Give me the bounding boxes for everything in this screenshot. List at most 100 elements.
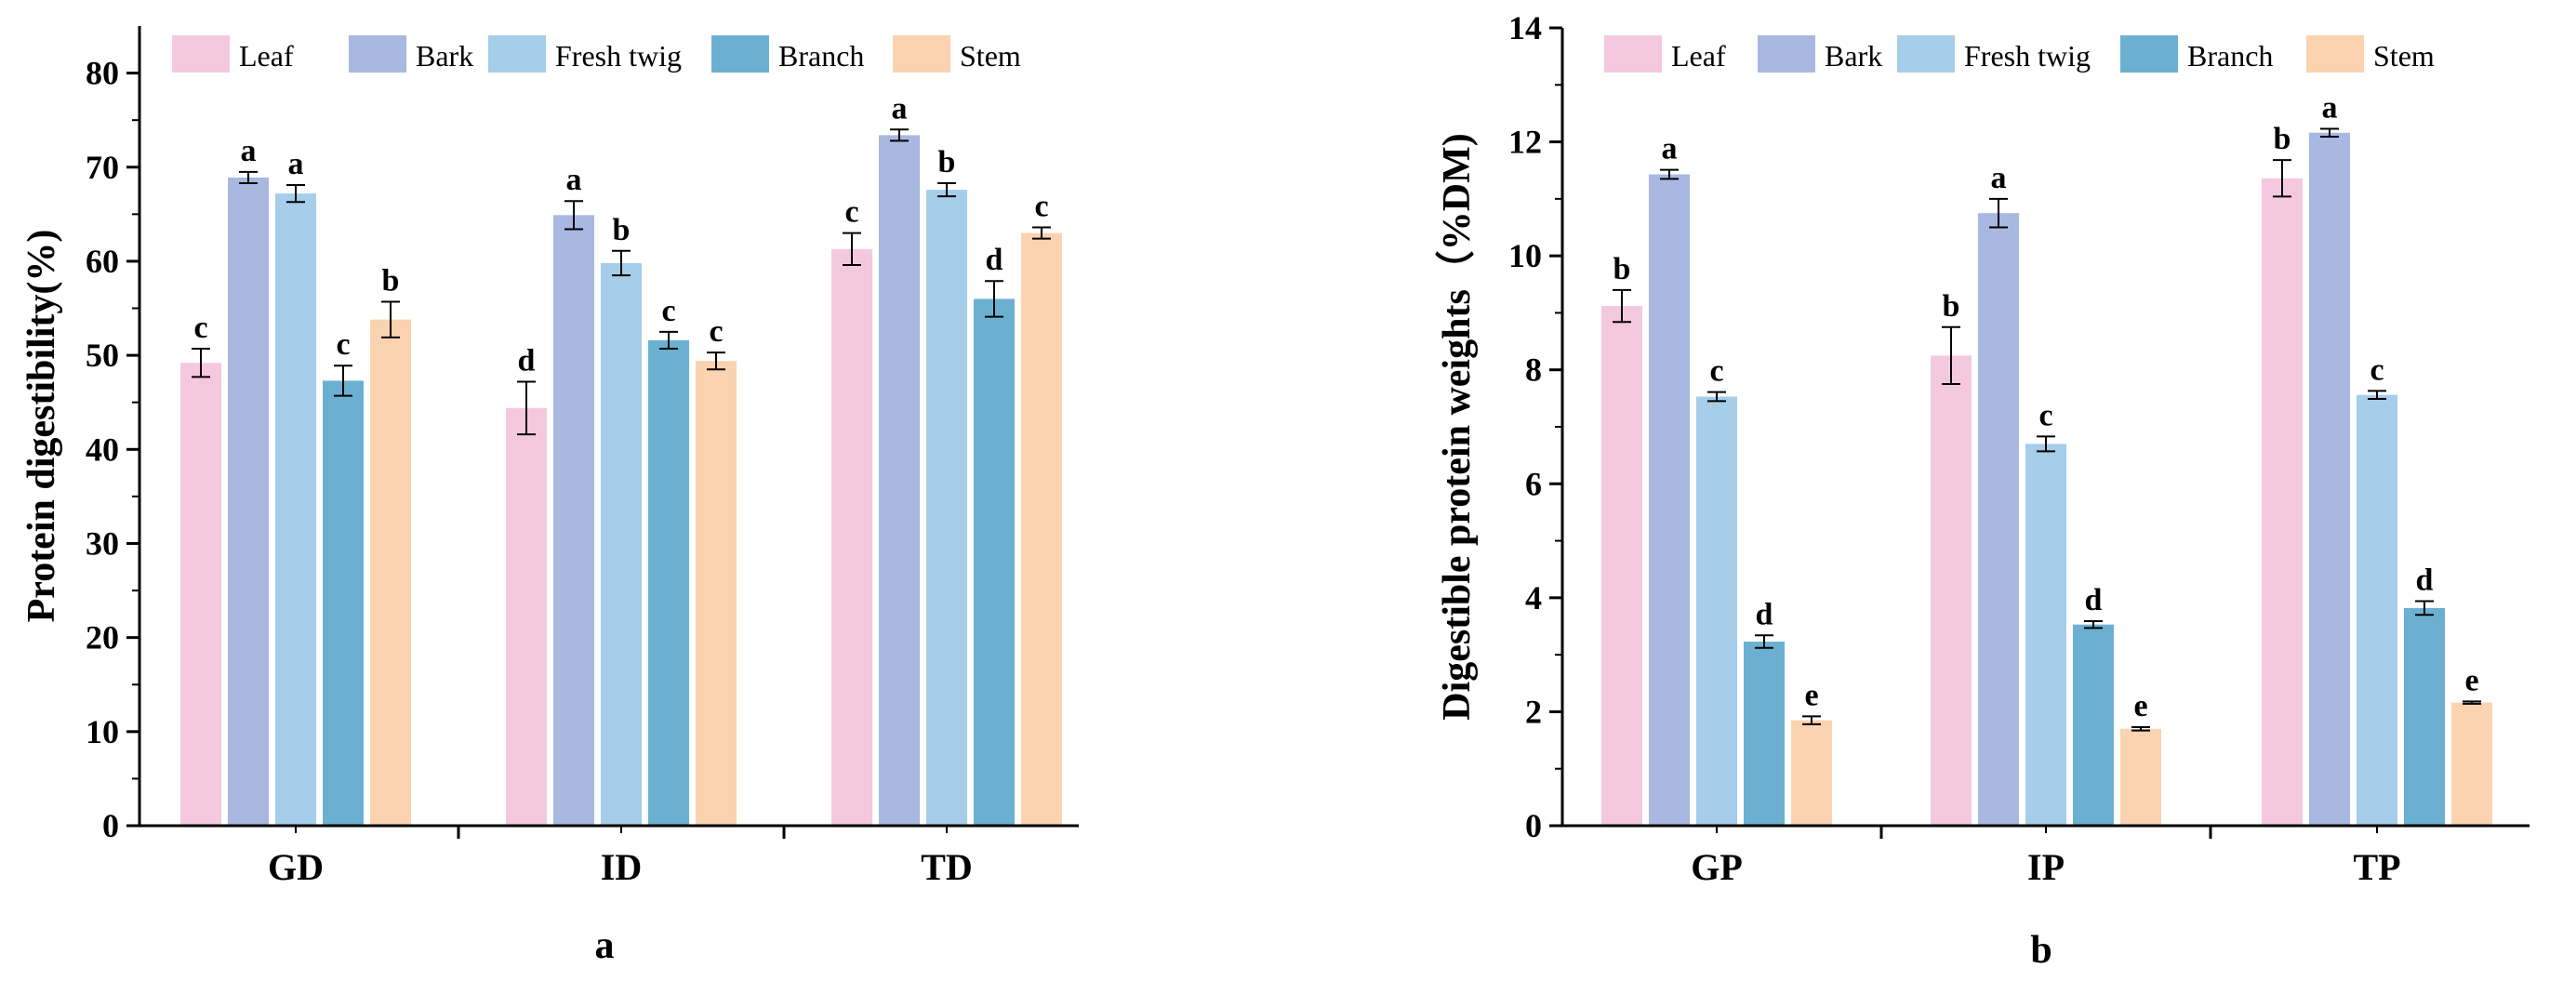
significance-label: e — [2464, 663, 2478, 697]
bar-leaf-tp — [2262, 178, 2303, 826]
significance-label: a — [1991, 161, 2007, 195]
legend-swatch — [893, 35, 950, 73]
legend-label: Fresh twig — [1964, 39, 2091, 73]
bar-stem-ip — [2120, 728, 2161, 826]
bar-fresh-twig-tp — [2357, 394, 2397, 826]
x-category-label: GP — [1691, 846, 1743, 888]
legend-swatch — [172, 35, 230, 73]
bar-fresh-twig-ip — [2025, 444, 2066, 826]
legend-swatch — [711, 35, 769, 73]
significance-label: e — [2133, 689, 2147, 723]
x-category-label: TP — [2353, 846, 2400, 888]
bar-branch-id — [648, 339, 689, 826]
bar-branch-td — [974, 298, 1015, 827]
y-tick-label: 40 — [86, 431, 119, 468]
significance-label: e — [1804, 678, 1818, 712]
significance-label: b — [2274, 122, 2291, 156]
bar-branch-gp — [1744, 642, 1785, 826]
x-category-label: TD — [921, 846, 973, 888]
bar-bark-gp — [1649, 174, 1690, 827]
bar-leaf-gp — [1601, 306, 1642, 826]
legend-label: Fresh twig — [555, 39, 682, 73]
bar-branch-tp — [2404, 607, 2445, 826]
legend-label: Bark — [416, 39, 473, 73]
legend-label: Branch — [778, 39, 864, 73]
bar-fresh-twig-gd — [275, 193, 316, 826]
panel-label: b — [2030, 929, 2052, 972]
bar-stem-id — [696, 361, 737, 826]
bar-bark-ip — [1978, 213, 2019, 826]
y-tick-label: 6 — [1525, 465, 1542, 502]
x-category-label: IP — [2027, 846, 2065, 888]
legend-label: Leaf — [239, 39, 294, 73]
significance-label: b — [382, 263, 400, 298]
significance-label: c — [336, 327, 350, 362]
significance-label: b — [938, 145, 956, 179]
y-tick-label: 50 — [86, 337, 119, 374]
bar-stem-tp — [2451, 702, 2492, 826]
bar-bark-id — [553, 215, 594, 827]
bar-stem-gp — [1791, 720, 1832, 826]
y-tick-label: 8 — [1525, 351, 1542, 389]
legend-label: Stem — [960, 39, 1021, 73]
y-axis-title: Digestible protein weights（%DM) — [1435, 133, 1479, 721]
y-tick-label: 14 — [1508, 9, 1542, 46]
legend-swatch — [488, 35, 546, 73]
bar-leaf-id — [506, 407, 547, 826]
significance-label: c — [1709, 354, 1723, 389]
bar-leaf-td — [831, 248, 872, 827]
significance-label: d — [518, 343, 536, 378]
y-tick-label: 10 — [86, 713, 119, 750]
x-category-label: GD — [268, 846, 324, 888]
bar-stem-td — [1021, 232, 1062, 826]
significance-label: c — [844, 195, 858, 230]
legend-label: Leaf — [1671, 39, 1726, 73]
bar-bark-tp — [2309, 132, 2350, 826]
significance-label: b — [1613, 252, 1631, 286]
significance-label: c — [1034, 190, 1048, 224]
legend-swatch — [2120, 35, 2178, 73]
y-tick-label: 2 — [1525, 693, 1542, 730]
y-tick-label: 0 — [102, 807, 119, 844]
bar-fresh-twig-gp — [1696, 396, 1737, 826]
y-tick-label: 60 — [86, 243, 119, 280]
legend-label: Stem — [2373, 39, 2435, 73]
bar-leaf-gd — [180, 363, 221, 826]
significance-label: c — [2370, 352, 2383, 387]
significance-label: b — [613, 213, 631, 247]
legend-swatch — [1758, 35, 1815, 73]
y-tick-label: 80 — [86, 55, 119, 92]
significance-label: d — [2085, 583, 2103, 617]
significance-label: c — [193, 311, 207, 345]
legend-swatch — [2306, 35, 2364, 73]
significance-label: d — [986, 243, 1003, 277]
bar-leaf-ip — [1931, 355, 1972, 826]
panel-label: a — [595, 924, 615, 967]
legend-swatch — [1604, 35, 1662, 73]
y-tick-label: 70 — [86, 149, 119, 186]
bar-branch-gd — [323, 380, 364, 826]
significance-label: a — [241, 134, 257, 168]
significance-label: a — [288, 147, 304, 181]
significance-label: b — [1943, 289, 1960, 324]
significance-label: c — [661, 294, 675, 328]
y-tick-label: 12 — [1508, 124, 1542, 161]
y-tick-label: 20 — [86, 619, 119, 656]
y-tick-label: 30 — [86, 524, 119, 562]
bar-bark-gd — [228, 177, 269, 827]
bar-fresh-twig-id — [601, 262, 642, 826]
bar-fresh-twig-td — [926, 190, 967, 826]
significance-label: d — [1756, 597, 1773, 631]
bar-branch-ip — [2073, 624, 2114, 826]
y-tick-label: 0 — [1525, 807, 1542, 844]
x-category-label: ID — [601, 846, 642, 888]
legend-swatch — [349, 35, 406, 73]
bar-stem-gd — [370, 319, 411, 826]
significance-label: a — [1662, 132, 1678, 166]
significance-label: c — [709, 314, 723, 349]
significance-label: d — [2416, 563, 2434, 598]
legend-label: Branch — [2187, 39, 2273, 73]
legend-swatch — [1897, 35, 1955, 73]
